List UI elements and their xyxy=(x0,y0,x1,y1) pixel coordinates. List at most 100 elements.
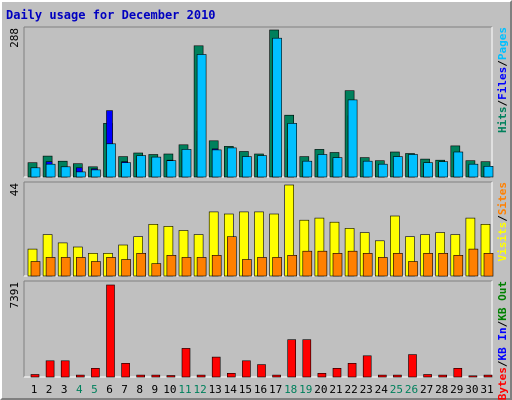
bar-pages-day-6 xyxy=(106,143,116,178)
bar-pages-day-11 xyxy=(181,149,192,178)
legend-kb_out: KB Out xyxy=(496,281,509,321)
bar-kbytes-day-18 xyxy=(287,339,297,378)
panel-hits-files-pages: 288 Hits/Files/Pages xyxy=(8,26,509,178)
bar-pages-day-25 xyxy=(393,156,403,178)
legend-hits-files-pages: Hits/Files/Pages xyxy=(496,27,509,133)
bar-kbytes-day-16 xyxy=(257,364,266,378)
bar-sites-day-15 xyxy=(242,259,252,277)
bar-sites-day-6 xyxy=(106,257,116,277)
bar-sites-day-20 xyxy=(317,250,328,277)
legend-separator: / xyxy=(496,60,509,67)
bar-kbytes-day-4 xyxy=(76,374,85,378)
bar-sites-day-26 xyxy=(408,261,418,277)
legend-kbytes: KBytes xyxy=(496,367,509,400)
bar-pages-day-3 xyxy=(60,166,71,178)
x-tick-label-day-23: 23 xyxy=(360,383,373,396)
bar-pages-day-19 xyxy=(302,160,313,178)
bar-sites-day-17 xyxy=(272,257,282,277)
x-tick-label-day-7: 7 xyxy=(121,383,128,396)
x-tick-label-day-5: 5 xyxy=(91,383,98,396)
bar-kbytes-day-2 xyxy=(45,360,55,378)
series-sites xyxy=(30,236,494,277)
x-tick-label-day-19: 19 xyxy=(299,383,312,396)
bar-sites-day-22 xyxy=(347,250,358,277)
bar-kbytes-day-14 xyxy=(227,372,236,378)
chart-title: Daily usage for December 2010 xyxy=(6,8,216,22)
legend-sites: Sites xyxy=(496,182,509,215)
x-tick-label-day-26: 26 xyxy=(405,383,418,396)
bar-sites-day-11 xyxy=(181,257,192,277)
bar-pages-day-18 xyxy=(287,123,298,178)
bar-sites-day-1 xyxy=(30,261,41,277)
y-max-label: 288 xyxy=(8,28,21,48)
bar-kbytes-day-21 xyxy=(332,367,342,378)
legend-hits: Hits xyxy=(496,107,509,134)
x-tick-label-day-6: 6 xyxy=(106,383,113,396)
bar-sites-day-7 xyxy=(121,259,131,277)
x-tick-label-day-2: 2 xyxy=(46,383,53,396)
legend-files: Files xyxy=(496,67,509,100)
x-tick-label-day-30: 30 xyxy=(465,383,478,396)
legend-visits-sites: Visits/Sites xyxy=(496,182,509,262)
x-tick-label-day-14: 14 xyxy=(224,383,238,396)
bar-kbytes-day-1 xyxy=(30,374,40,378)
panel-visits-sites: 44 Visits/Sites xyxy=(8,181,509,277)
x-tick-label-day-3: 3 xyxy=(61,383,68,396)
bar-sites-day-10 xyxy=(166,255,177,277)
bar-kbytes-day-6 xyxy=(106,284,115,378)
x-tick-label-day-1: 1 xyxy=(31,383,38,396)
bar-pages-day-23 xyxy=(362,160,373,178)
bar-kbytes-day-20 xyxy=(317,372,327,378)
legend-separator: / xyxy=(496,100,509,107)
y-max-label: 44 xyxy=(8,183,21,197)
x-tick-label-day-8: 8 xyxy=(136,383,143,396)
x-tick-label-day-18: 18 xyxy=(284,383,297,396)
bar-kbytes-day-17 xyxy=(272,374,281,378)
bar-sites-day-23 xyxy=(362,253,373,277)
bar-pages-day-15 xyxy=(242,156,252,178)
x-tick-label-day-25: 25 xyxy=(390,383,403,396)
bar-sites-day-5 xyxy=(91,261,101,277)
series-pages xyxy=(30,37,494,178)
legend-kbytes: KBytes/KB In/KB Out xyxy=(496,281,509,400)
bar-sites-day-27 xyxy=(423,253,433,277)
bar-pages-day-22 xyxy=(347,99,358,178)
legend-separator: / xyxy=(496,215,509,222)
x-tick-label-day-11: 11 xyxy=(178,383,191,396)
bar-sites-day-29 xyxy=(453,255,464,277)
panel-kbytes: 7 3 9 1 KBytes/KB In/KB Out xyxy=(8,280,509,400)
bar-pages-day-5 xyxy=(91,169,101,178)
bar-sites-day-28 xyxy=(438,253,449,277)
bar-sites-day-12 xyxy=(196,257,207,277)
x-tick-label-day-24: 24 xyxy=(375,383,389,396)
bar-sites-day-18 xyxy=(287,255,298,277)
bar-kbytes-day-31 xyxy=(483,374,493,378)
bar-pages-day-14 xyxy=(227,147,237,178)
bar-pages-day-16 xyxy=(257,155,267,178)
bar-pages-day-9 xyxy=(151,156,162,178)
x-tick-label-day-9: 9 xyxy=(151,383,158,396)
bar-kbytes-day-8 xyxy=(136,374,145,378)
bar-pages-day-24 xyxy=(377,163,388,178)
bar-kbytes-day-27 xyxy=(423,374,432,378)
bar-sites-day-30 xyxy=(468,248,479,277)
bar-sites-day-19 xyxy=(302,250,313,277)
x-tick-label-day-27: 27 xyxy=(420,383,433,396)
chart-panels: 288Hits/Files/Pages44Visits/Sites7391KBy… xyxy=(8,26,509,400)
bar-pages-day-12 xyxy=(196,54,207,178)
bar-kbytes-day-28 xyxy=(438,374,448,378)
bar-pages-day-30 xyxy=(468,163,479,178)
legend-visits: Visits xyxy=(496,222,509,262)
bar-pages-day-1 xyxy=(30,167,41,178)
bar-kbytes-day-23 xyxy=(362,355,372,378)
bar-kbytes-day-7 xyxy=(121,362,130,378)
bar-pages-day-17 xyxy=(272,37,282,178)
x-tick-label-day-17: 17 xyxy=(269,383,282,396)
x-tick-label-day-20: 20 xyxy=(314,383,327,396)
bar-sites-day-8 xyxy=(136,253,146,277)
bar-pages-day-20 xyxy=(317,154,328,178)
bar-kbytes-day-11 xyxy=(181,348,191,378)
x-tick-label-day-31: 31 xyxy=(480,383,493,396)
series-kbytes xyxy=(30,284,493,378)
